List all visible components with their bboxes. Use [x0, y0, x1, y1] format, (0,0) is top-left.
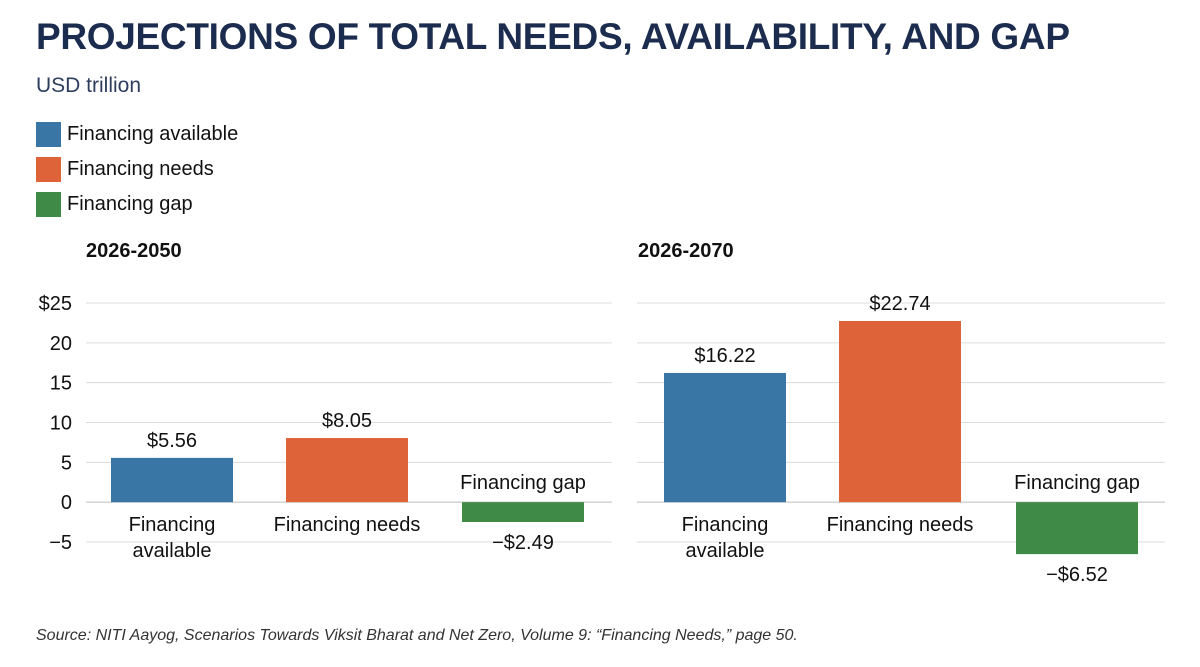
value-label-p0-needs: $8.05 [322, 410, 372, 432]
value-label-p1-gap: −$6.52 [1046, 564, 1108, 586]
bar-p1-gap [1016, 502, 1138, 555]
y-tick-label-0: $25 [39, 293, 72, 315]
y-tick-label-3: 10 [50, 413, 72, 435]
y-tick-label-2: 15 [50, 373, 72, 395]
category-label-p1-needs: Financing needs [827, 514, 974, 536]
legend-item-available: Financing available [36, 122, 238, 147]
source-note: Source: NITI Aayog, Scenarios Towards Vi… [36, 627, 798, 644]
y-tick-label-5: 0 [61, 492, 72, 514]
legend-label-needs: Financing needs [67, 158, 214, 180]
bar-p0-available [111, 457, 233, 503]
legend-item-gap: Financing gap [36, 192, 238, 217]
bar-p1-available [664, 372, 786, 503]
legend: Financing available Financing needs Fina… [36, 122, 238, 227]
bar-p0-gap [462, 502, 584, 523]
legend-item-needs: Financing needs [36, 157, 238, 182]
value-label-p0-gap: −$2.49 [492, 532, 554, 554]
y-tick-label-4: 5 [61, 452, 72, 474]
value-label-p1-available: $16.22 [694, 345, 755, 367]
bar-p0-needs [286, 438, 408, 503]
category-label-p1-gap: Financing gap [1014, 472, 1140, 494]
panel-title-2026-2050: 2026-2050 [86, 240, 182, 262]
legend-swatch-needs [36, 157, 61, 182]
category-label-p1-available: Financing available [682, 514, 769, 562]
panel-title-2026-2070: 2026-2070 [638, 240, 734, 262]
chart-subtitle: USD trillion [36, 74, 142, 97]
category-label-p0-gap: Financing gap [460, 472, 586, 494]
legend-label-gap: Financing gap [67, 193, 193, 215]
value-label-p1-needs: $22.74 [869, 293, 930, 315]
legend-swatch-gap [36, 192, 61, 217]
y-tick-label-1: 20 [50, 333, 72, 355]
value-label-p0-available: $5.56 [147, 430, 197, 452]
legend-label-available: Financing available [67, 123, 239, 145]
category-label-p0-needs: Financing needs [274, 514, 421, 536]
y-tick-label-6: −5 [49, 532, 72, 554]
bar-p1-needs [839, 321, 961, 503]
chart-title: PROJECTIONS OF TOTAL NEEDS, AVAILABILITY… [36, 16, 1070, 57]
category-label-p0-available: Financing available [129, 514, 216, 562]
legend-swatch-available [36, 122, 61, 147]
